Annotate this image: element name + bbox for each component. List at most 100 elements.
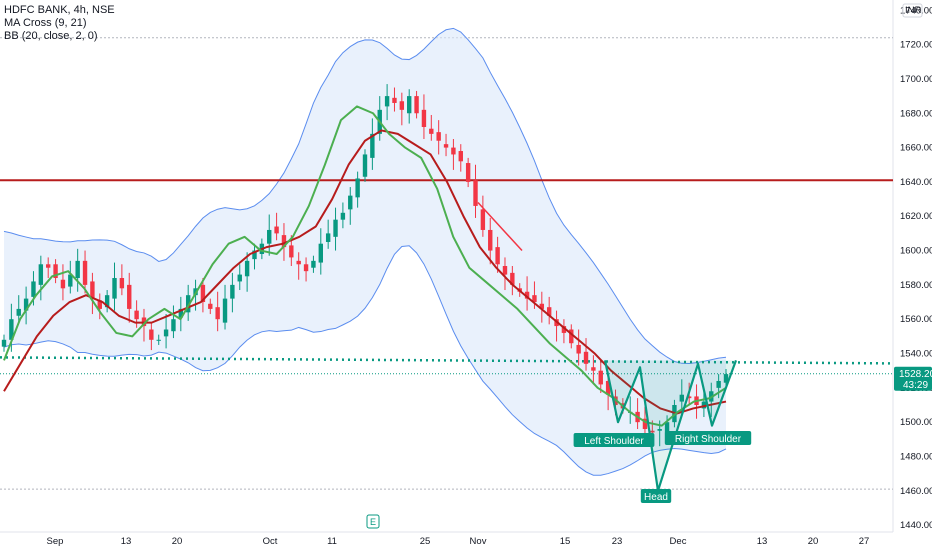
candle-body: [370, 133, 375, 158]
price-axis: 1440.001460.001480.001500.001520.001540.…: [900, 3, 932, 531]
candle: [524, 276, 530, 311]
price-tick-label: 1700.00: [900, 74, 932, 85]
legend-ma-cross[interactable]: MA Cross (9, 21): [4, 17, 87, 29]
candle: [443, 133, 449, 157]
candle-body: [200, 284, 206, 303]
legend-symbol[interactable]: HDFC BANK, 4h, NSE: [4, 4, 115, 16]
price-tick-label: 1540.00: [900, 349, 932, 360]
candle-body: [355, 178, 360, 198]
candle-body: [46, 264, 51, 268]
candle-body: [311, 260, 316, 268]
candle: [156, 334, 161, 345]
candle-body: [414, 96, 419, 114]
candle: [502, 257, 508, 291]
legend-bollinger-bands[interactable]: BB (20, close, 2, 0): [4, 30, 98, 42]
pattern-fill: [605, 360, 736, 491]
left-shoulder-label: Left Shoulder: [573, 433, 655, 447]
candle-body: [348, 195, 353, 210]
candle: [267, 214, 272, 256]
candle-body: [333, 219, 338, 237]
price-tick-label: 1620.00: [900, 211, 932, 222]
time-axis: Sep 13 20 Oct 11 25 Nov 15 23 Dec 13 20 27: [47, 536, 870, 547]
candle-body: [112, 278, 117, 299]
candle: [112, 262, 117, 311]
earnings-marker-box: [366, 514, 380, 529]
candle-body: [53, 264, 58, 279]
price-tag-countdown: 43:29: [903, 380, 928, 391]
candle: [97, 293, 102, 320]
candle: [149, 322, 154, 351]
time-tick-label: 27: [859, 536, 870, 547]
price-tick-label: 1440.00: [900, 520, 932, 531]
candle: [399, 92, 405, 126]
candle-body: [495, 247, 500, 265]
candle-body: [716, 380, 721, 388]
candle: [495, 236, 500, 273]
time-tick-label: 20: [808, 536, 819, 547]
candle: [569, 324, 574, 349]
price-tick-label: 1600.00: [900, 246, 932, 257]
candle: [561, 319, 567, 344]
candle-body: [480, 209, 486, 230]
price-tag-box: [894, 366, 932, 391]
neckline-dotted: [0, 356, 894, 365]
candle-body: [1, 339, 7, 347]
candle-body: [97, 300, 102, 309]
pattern-label-text: Right Shoulder: [675, 434, 742, 445]
candle-body: [576, 344, 581, 354]
candle-body: [281, 235, 287, 248]
candle-body: [38, 264, 44, 285]
candle: [171, 305, 176, 339]
candle: [244, 252, 250, 292]
candle-body: [325, 233, 331, 242]
candle-body: [274, 226, 279, 234]
earnings-marker: E: [366, 514, 380, 529]
candle: [465, 157, 471, 188]
price-tick-label: 1500.00: [900, 417, 932, 428]
price-tick-label: 1480.00: [900, 451, 932, 462]
bb-fill: [4, 28, 726, 476]
candle-body: [384, 96, 390, 107]
candle: [421, 94, 427, 140]
candle-body: [451, 147, 456, 155]
candle: [384, 84, 390, 121]
candle-body: [488, 229, 493, 251]
candle: [325, 219, 331, 249]
candle-body: [82, 260, 88, 285]
ma-fast-line: [3, 105, 727, 427]
candle-body: [429, 128, 434, 134]
candle: [104, 290, 110, 313]
candle-body: [362, 154, 368, 177]
candle: [407, 89, 412, 124]
candle: [311, 255, 316, 273]
candle: [230, 272, 235, 313]
candle-body: [664, 422, 670, 433]
candle: [333, 207, 338, 251]
candle-body: [421, 109, 427, 127]
candle-body: [561, 326, 567, 333]
candle: [340, 202, 346, 229]
candle: [480, 195, 486, 237]
candle-body: [289, 245, 294, 258]
candle-body: [407, 96, 412, 114]
price-tick-label: 1720.00: [900, 40, 932, 51]
time-tick-label: 13: [757, 536, 768, 547]
candle-body: [215, 307, 220, 320]
candle: [546, 296, 552, 325]
candle-body: [60, 279, 66, 289]
candle: [318, 228, 323, 275]
candle-body: [267, 229, 272, 244]
currency-box: [902, 3, 923, 18]
candle: [362, 149, 368, 182]
candle: [436, 120, 441, 155]
candle-body: [318, 243, 323, 263]
time-tick-label: 20: [172, 536, 183, 547]
candle: [119, 264, 125, 296]
candle-body: [591, 367, 596, 371]
candle-body: [222, 298, 228, 323]
price-tick-label: 1660.00: [900, 143, 932, 154]
candle: [274, 212, 279, 241]
candle-body: [16, 308, 21, 316]
candle: [252, 243, 257, 270]
